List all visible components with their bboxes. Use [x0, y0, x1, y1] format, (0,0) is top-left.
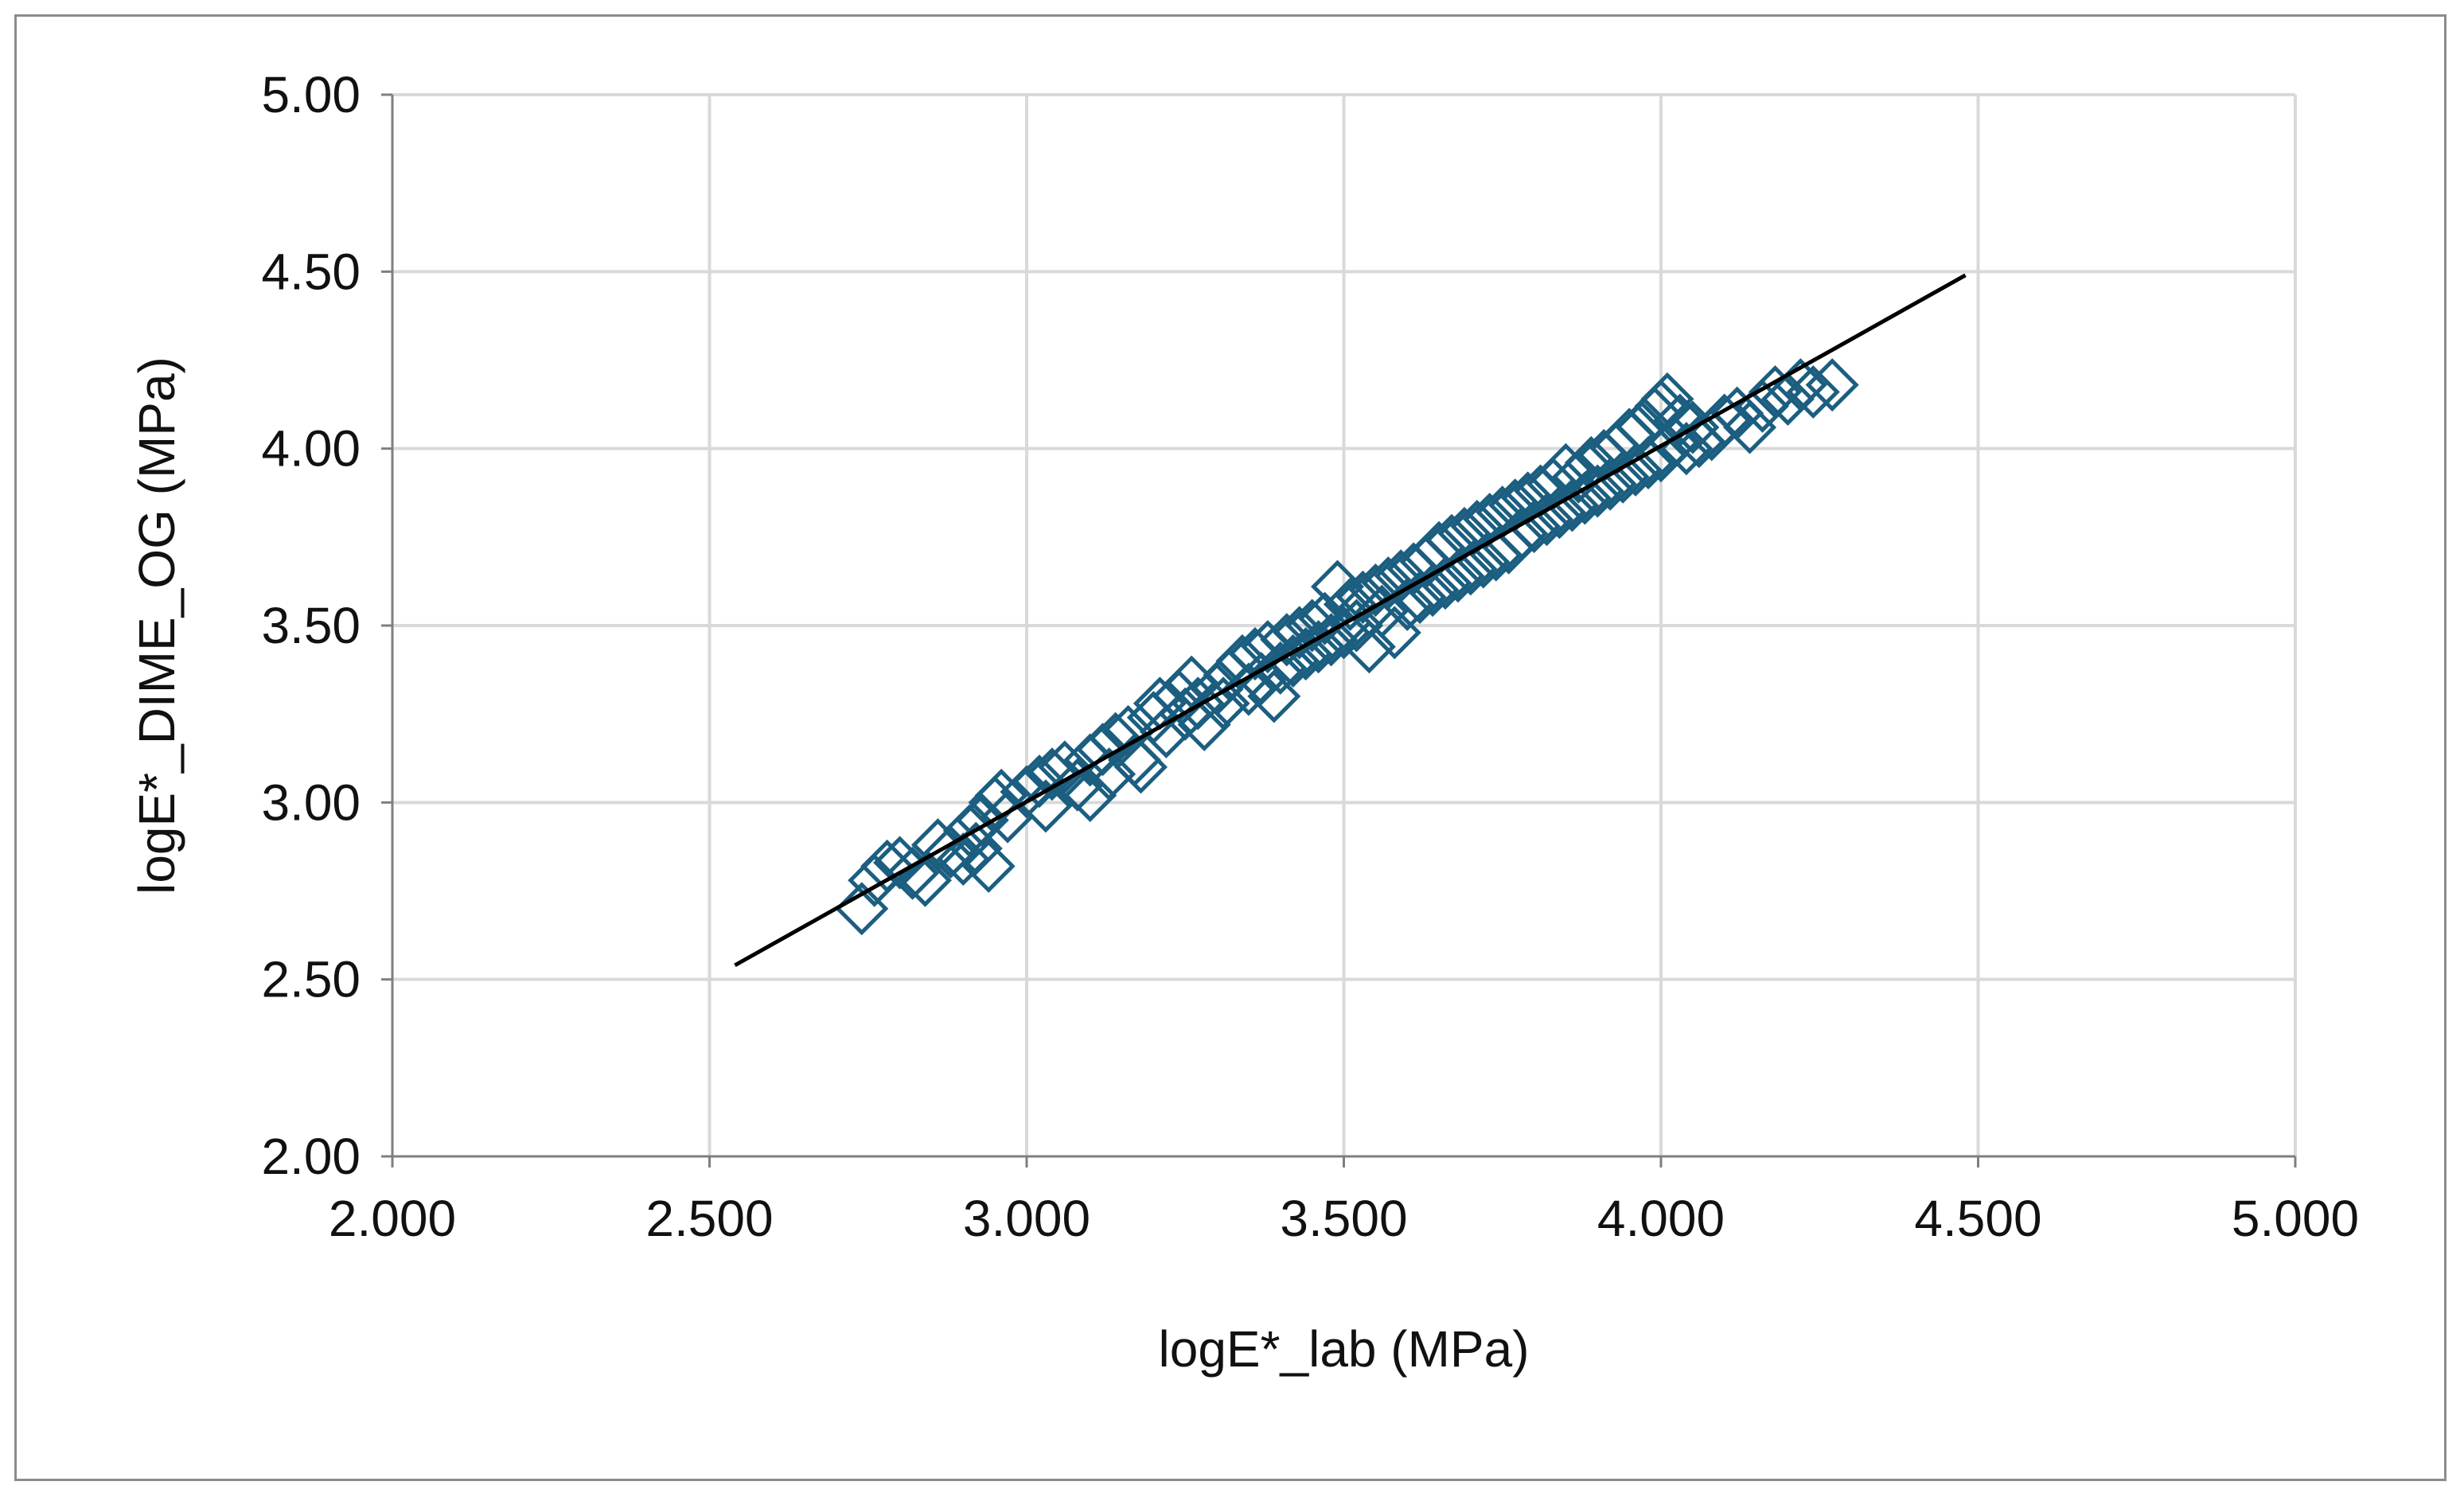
data-point	[1253, 641, 1308, 695]
data-point	[1304, 613, 1359, 667]
data-point	[1310, 559, 1365, 614]
data-point	[961, 839, 1016, 893]
y-tick-label: 2.00	[261, 1128, 361, 1185]
x-tick-label: 5.000	[2232, 1190, 2359, 1247]
x-axis-title: logE*_lab (MPa)	[1159, 1320, 1530, 1378]
y-tick-label: 5.00	[261, 66, 361, 123]
data-point	[1076, 723, 1130, 777]
x-tick-label: 2.500	[645, 1190, 773, 1247]
y-tick-label: 4.50	[261, 243, 361, 300]
data-point	[1507, 499, 1561, 554]
data-point	[1196, 676, 1250, 731]
data-point	[1545, 478, 1599, 532]
data-point	[898, 853, 953, 907]
data-point	[1177, 697, 1231, 752]
data-point	[1634, 429, 1688, 483]
data-point	[1266, 633, 1320, 688]
data-point	[1748, 365, 1802, 419]
trend-line-layer	[734, 273, 1967, 968]
data-point	[1558, 471, 1612, 525]
tick-label-layer: 2.000 2.500 3.000 3.500 4.000 4.500 5.000 2.00 2…	[261, 66, 2359, 1247]
x-tick-label: 3.000	[963, 1190, 1090, 1247]
data-point	[1038, 740, 1092, 794]
data-point	[1279, 627, 1333, 681]
x-tick-label: 2.000	[329, 1190, 456, 1247]
data-point	[1247, 669, 1301, 723]
data-point	[1495, 506, 1549, 560]
data-point	[955, 793, 1009, 848]
data-point	[1348, 563, 1402, 618]
data-point	[1608, 442, 1663, 497]
data-point	[1583, 457, 1637, 511]
y-tick-label: 2.50	[261, 951, 361, 1008]
chart-frame: 2.000 2.500 3.000 3.500 4.000 4.500 5.000 2.00 2…	[14, 14, 2446, 1481]
data-point	[1596, 450, 1650, 504]
data-point	[1316, 606, 1371, 660]
y-axis-title: logE*_DIME_OG (MPa)	[128, 357, 185, 895]
y-tick-label: 3.00	[261, 774, 361, 831]
x-tick-label: 4.500	[1914, 1190, 2041, 1247]
y-tick-label: 3.50	[261, 597, 361, 654]
data-point	[1355, 584, 1409, 638]
x-tick-label: 4.000	[1597, 1190, 1725, 1247]
x-tick-label: 3.500	[1280, 1190, 1407, 1247]
data-point	[1323, 577, 1378, 631]
data-point	[1805, 358, 1859, 412]
data-point	[923, 825, 977, 879]
data-point	[1342, 620, 1396, 674]
data-point	[1113, 740, 1168, 794]
data-point	[1025, 747, 1079, 801]
data-point	[1760, 372, 1815, 426]
data-point	[1786, 365, 1840, 419]
data-point	[974, 768, 1028, 822]
data-point	[1329, 598, 1383, 653]
data-point	[886, 846, 940, 900]
y-tick-label: 4.00	[261, 420, 361, 478]
data-point	[1532, 485, 1587, 540]
axis-layer	[381, 93, 2297, 1168]
data-point	[1063, 768, 1117, 822]
trend-line	[734, 273, 1967, 968]
data-point	[1292, 620, 1346, 674]
data-point	[1520, 493, 1574, 547]
data-point	[1570, 464, 1624, 518]
data-point	[1723, 400, 1777, 454]
scatter-chart: 2.000 2.500 3.000 3.500 4.000 4.500 5.000 2.00 2…	[128, 66, 2359, 1378]
data-point	[1012, 754, 1066, 809]
points-layer	[835, 358, 1859, 936]
